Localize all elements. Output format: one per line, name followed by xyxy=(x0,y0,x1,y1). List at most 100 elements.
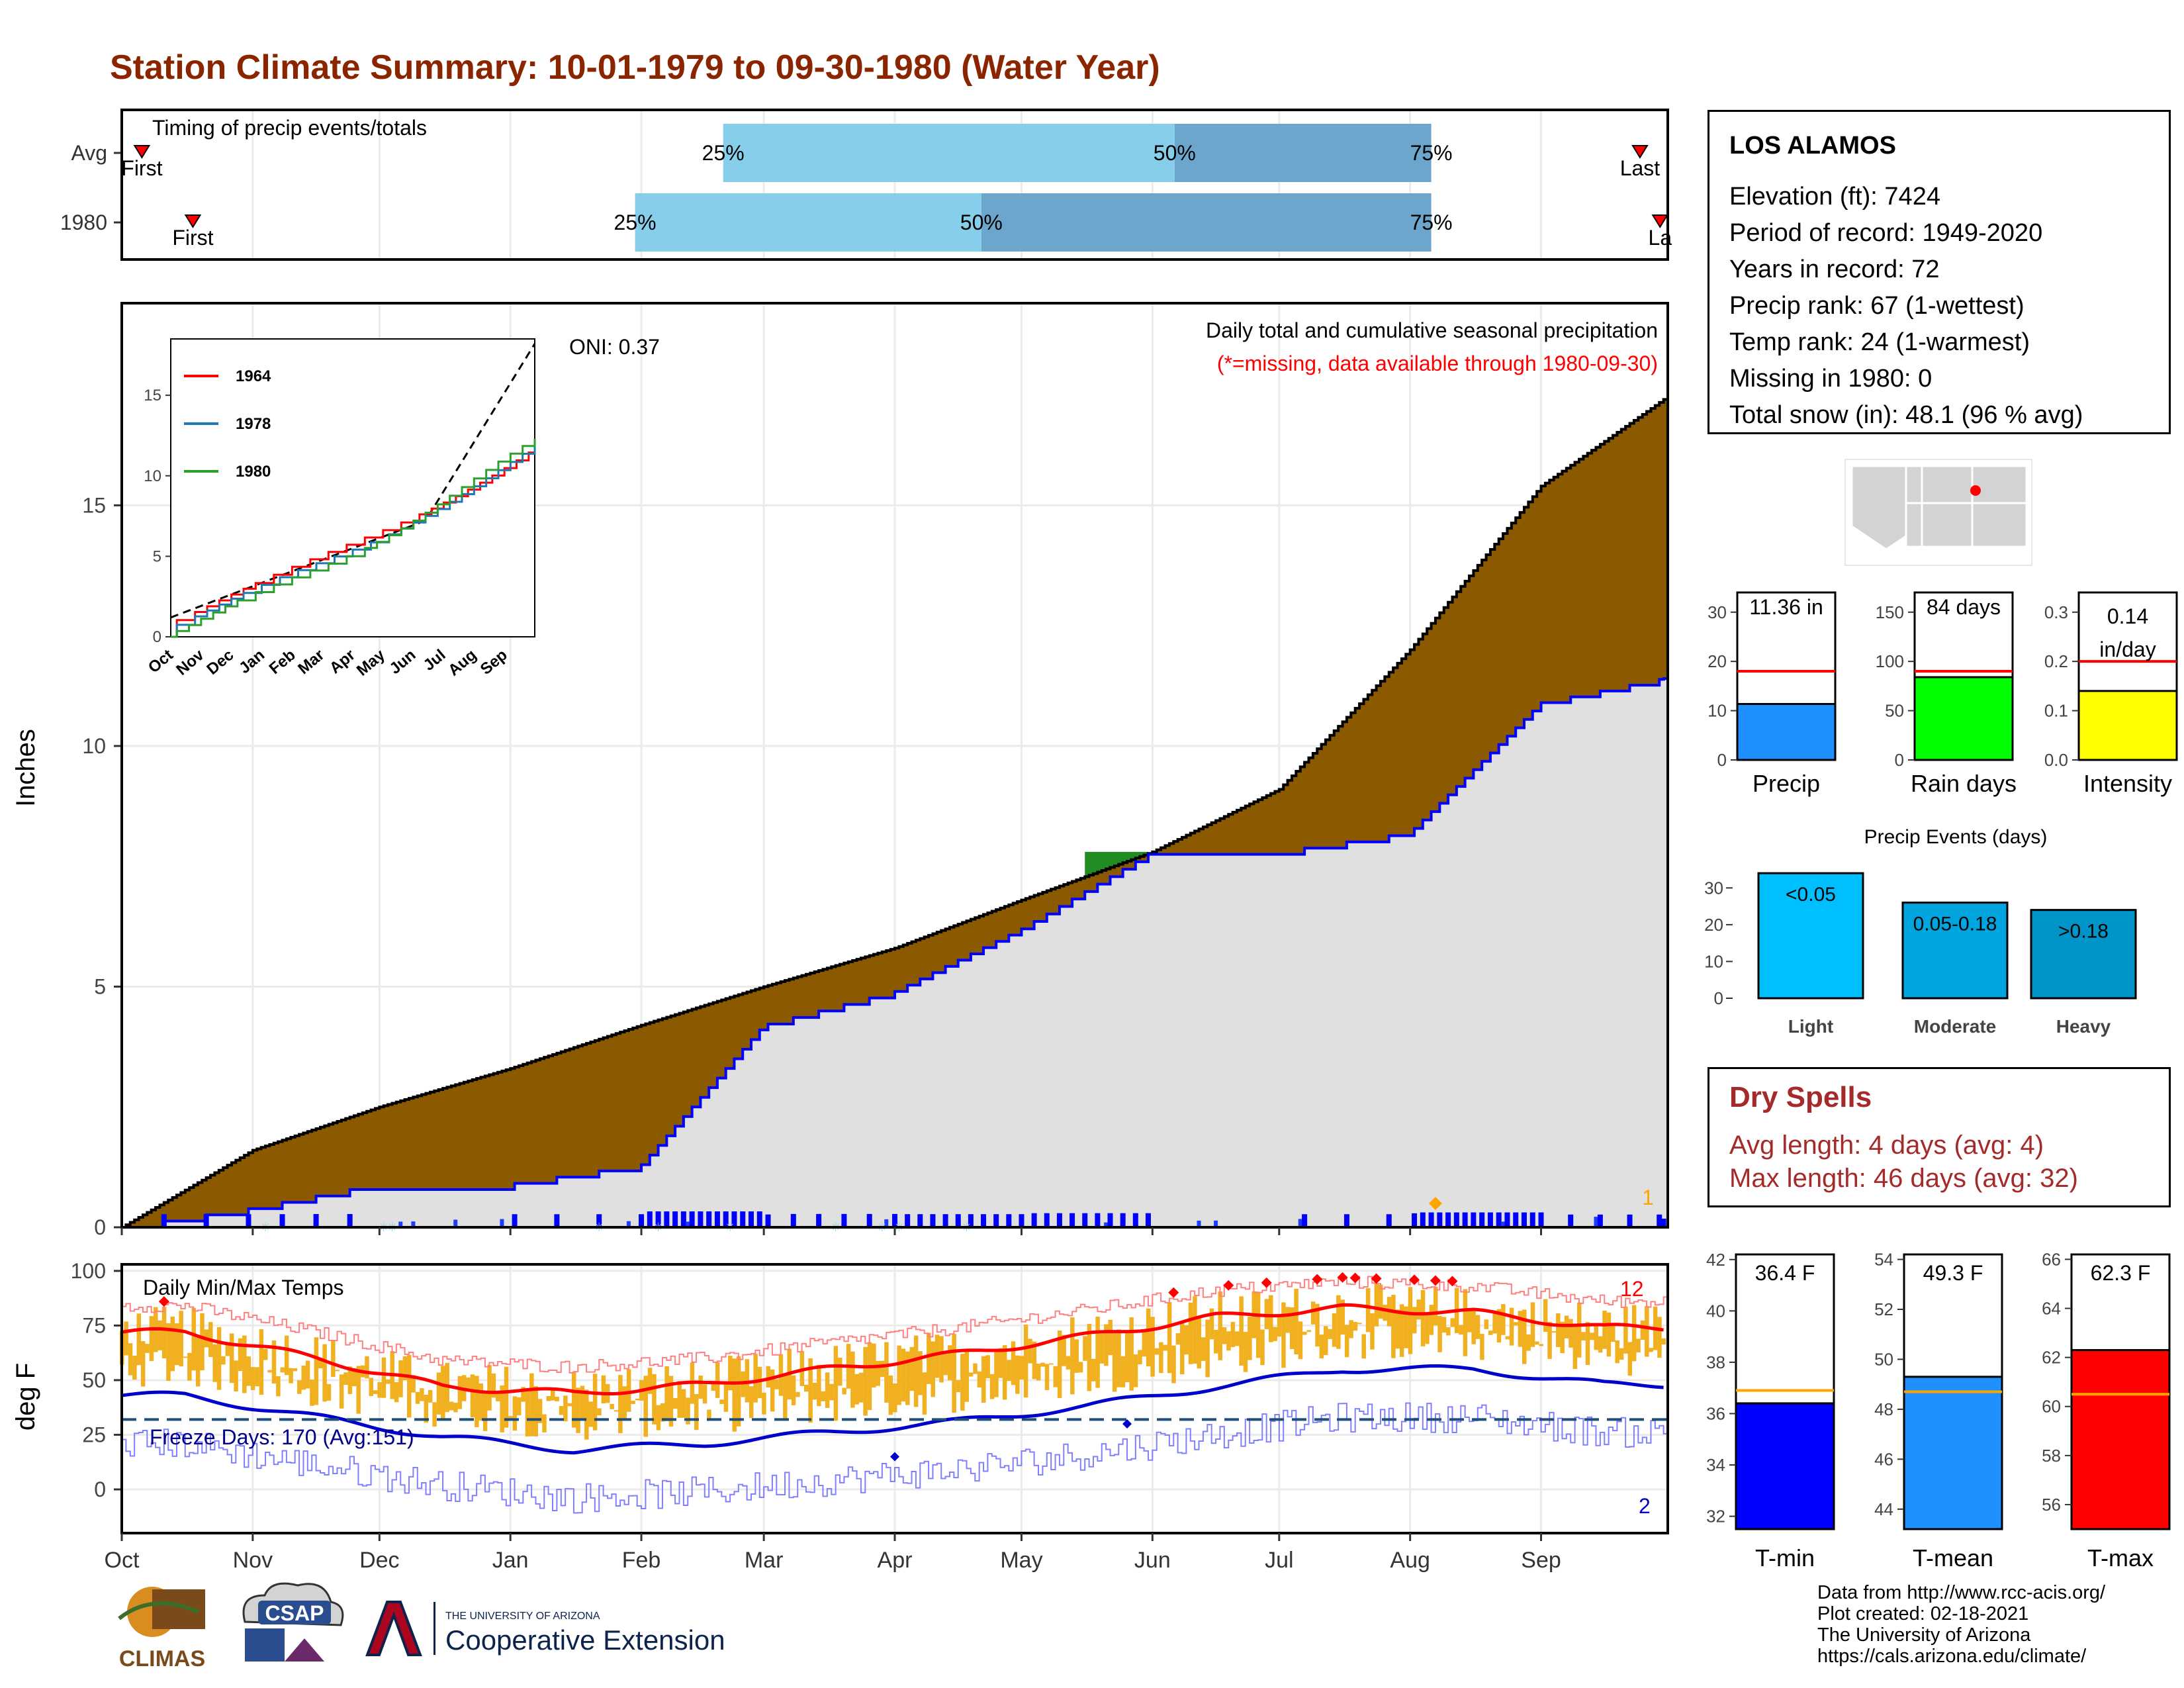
daily-temp-bar xyxy=(901,1348,906,1402)
daily-temp-bar xyxy=(723,1383,729,1412)
daily-precip-bar xyxy=(1120,1213,1126,1227)
daily-temp-bar xyxy=(314,1337,319,1405)
daily-temp-bar xyxy=(1357,1323,1362,1325)
daily-precip-bar xyxy=(968,1214,974,1227)
ua-small-text: THE UNIVERSITY OF ARIZONA xyxy=(445,1611,600,1622)
x-month-label: Mar xyxy=(745,1548,784,1573)
daily-temp-bar xyxy=(584,1389,589,1440)
daily-temp-bar xyxy=(289,1368,293,1383)
daily-temp-bar xyxy=(246,1356,251,1386)
daily-temp-bar xyxy=(1353,1322,1358,1331)
daily-temp-bar xyxy=(179,1311,183,1367)
timing-marker-label: First xyxy=(172,226,213,250)
credits: Data from http://www.rcc-acis.org/ Plot … xyxy=(1817,1582,2105,1667)
inset-series-line xyxy=(171,438,536,638)
daily-temp-bar xyxy=(1492,1313,1497,1334)
timing-pct-label: 75% xyxy=(1410,211,1453,234)
daily-precip-bar xyxy=(647,1211,653,1227)
daily-temp-bar xyxy=(1543,1299,1548,1333)
daily-temp-bar xyxy=(158,1320,162,1350)
daily-temp-bar xyxy=(1459,1325,1463,1335)
daily-precip-bar xyxy=(1437,1212,1443,1227)
daily-temp-bar xyxy=(601,1375,606,1404)
timing-pct-label: 50% xyxy=(960,211,1003,234)
temp-bar xyxy=(1735,1402,1835,1530)
daily-temp-bar xyxy=(255,1367,259,1387)
daily-temp-bar xyxy=(989,1374,995,1399)
daily-temp-bar xyxy=(1501,1304,1506,1335)
daily-temp-bar xyxy=(1611,1323,1615,1342)
daily-precip-bar xyxy=(1056,1213,1062,1227)
daily-temp-bar xyxy=(1310,1301,1316,1325)
daily-precip-bar xyxy=(554,1214,560,1227)
events-bar-label: <0.05 xyxy=(1786,884,1836,906)
daily-temp-bar xyxy=(1078,1362,1083,1373)
daily-precip-bar xyxy=(1197,1220,1201,1227)
daily-temp-bar xyxy=(1446,1327,1451,1336)
daily-temp-bar xyxy=(1576,1302,1582,1358)
daily-temp-bar xyxy=(1255,1291,1261,1358)
daily-temp-bar xyxy=(1328,1329,1332,1339)
daily-temp-bar xyxy=(491,1373,496,1398)
events-bar-label: >0.18 xyxy=(2058,921,2109,943)
daily-precip-bar xyxy=(1471,1212,1477,1227)
daily-temp-bar xyxy=(884,1342,889,1403)
record-precip-icon xyxy=(1428,1197,1442,1210)
daily-precip-bar xyxy=(1428,1212,1434,1227)
daily-temp-bar xyxy=(833,1346,839,1421)
daily-temp-bar xyxy=(893,1383,897,1413)
daily-temp-bar xyxy=(478,1383,484,1421)
daily-temp-bar xyxy=(1539,1344,1544,1346)
daily-temp-bar xyxy=(909,1346,915,1391)
summary-tick-label: 50 xyxy=(1885,701,1904,721)
daily-temp-bar xyxy=(1154,1348,1160,1355)
daily-temp-bar xyxy=(1391,1294,1396,1358)
daily-temp-bar xyxy=(1032,1341,1037,1380)
daily-temp-bar xyxy=(149,1316,154,1362)
summary-tick-label: 20 xyxy=(1707,651,1727,671)
timing-marker-icon xyxy=(1651,214,1669,228)
dry-spells-box: Dry Spells Avg length: 4 days (avg: 4) M… xyxy=(1707,1067,2171,1207)
daily-temp-bar xyxy=(1142,1331,1147,1357)
record-high-icon xyxy=(1261,1277,1272,1288)
daily-temp-bar xyxy=(1560,1321,1565,1354)
x-month-label: Oct xyxy=(105,1548,140,1573)
daily-temp-bar xyxy=(1551,1331,1557,1333)
summary-bar xyxy=(1913,676,2014,761)
daily-temp-bar xyxy=(1522,1309,1527,1364)
summary-value-label: 11.36 in xyxy=(1749,595,1823,619)
record-high-icon xyxy=(1371,1273,1382,1284)
daily-precip-bar xyxy=(1487,1212,1493,1227)
precip-observed-area xyxy=(122,679,1668,1227)
daily-temp-bar xyxy=(842,1387,846,1395)
x-month-label: Jun xyxy=(1134,1548,1171,1573)
summary-bar-label: Precip xyxy=(1752,770,1820,797)
summary-value-label: in/day xyxy=(2099,637,2156,661)
precip-corner-count: 1 xyxy=(1642,1186,1654,1209)
daily-temp-bar xyxy=(1412,1307,1417,1334)
daily-temp-bar xyxy=(821,1391,825,1401)
credit-line: Data from http://www.rcc-acis.org/ xyxy=(1817,1582,2106,1603)
daily-precip-bar xyxy=(955,1214,961,1227)
timing-pct-label: 25% xyxy=(614,211,657,234)
daily-temp-bar xyxy=(825,1372,830,1408)
climas-wordmark: CLIMAS xyxy=(119,1646,205,1671)
daily-temp-bar xyxy=(1615,1340,1619,1364)
daily-temp-bar xyxy=(339,1374,344,1409)
daily-temp-bar xyxy=(1138,1350,1142,1365)
daily-precip-bar xyxy=(1107,1213,1113,1227)
daily-precip-bar xyxy=(686,1221,690,1227)
daily-temp-bar xyxy=(838,1357,842,1386)
daily-temp-bar xyxy=(918,1351,923,1395)
daily-temp-bar xyxy=(791,1375,796,1405)
daily-temp-bar xyxy=(753,1354,758,1403)
daily-temp-bar xyxy=(631,1401,635,1405)
daily-temp-bar xyxy=(145,1344,150,1353)
daily-temp-bar xyxy=(1277,1315,1282,1337)
precip-average-line xyxy=(122,398,1668,1229)
daily-temp-bar xyxy=(803,1384,809,1392)
daily-temp-bar xyxy=(326,1383,332,1401)
daily-temp-bar xyxy=(934,1335,940,1378)
summary-tick-label: 10 xyxy=(1707,701,1727,721)
